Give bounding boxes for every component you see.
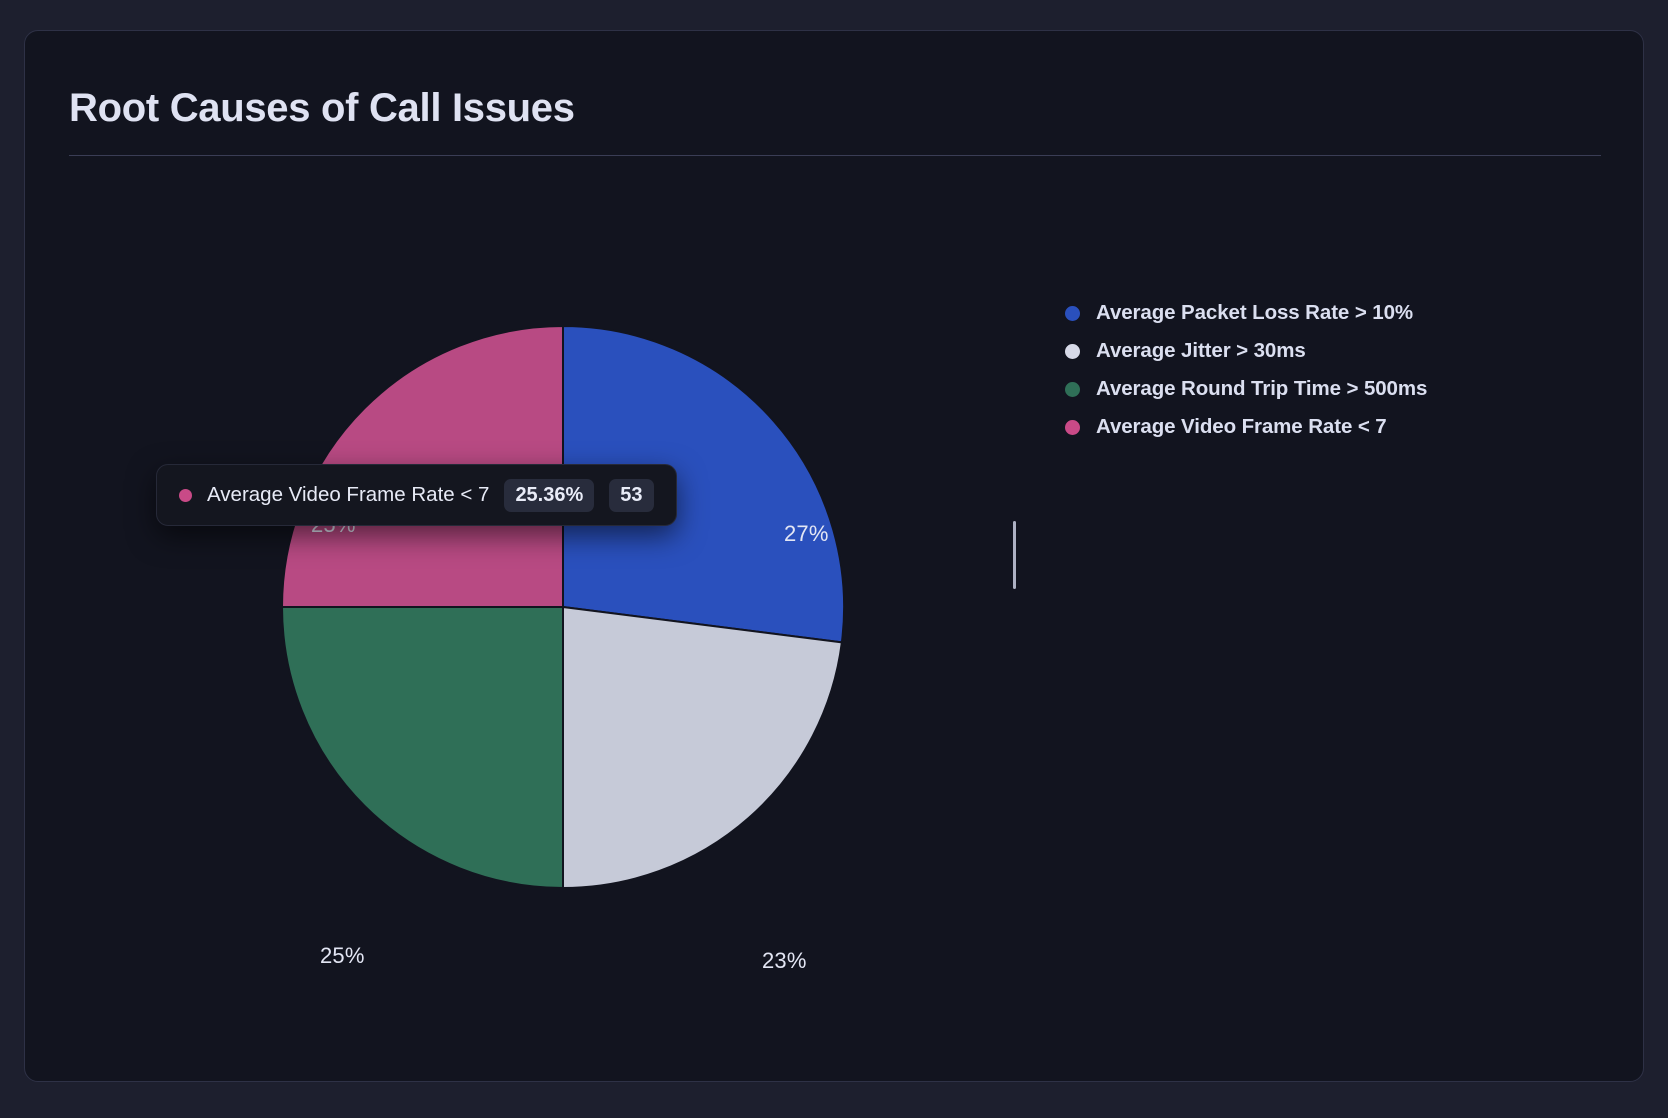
tooltip-label: Average Video Frame Rate < 7 xyxy=(207,483,490,506)
title-divider xyxy=(69,155,1601,156)
legend-item-round-trip[interactable]: Average Round Trip Time > 500ms xyxy=(1065,377,1427,401)
legend-item-jitter[interactable]: Average Jitter > 30ms xyxy=(1065,339,1427,363)
tooltip-count-badge: 53 xyxy=(609,478,654,512)
chart-tooltip: Average Video Frame Rate < 7 25.36% 53 xyxy=(156,464,677,526)
text-cursor-indicator xyxy=(1013,521,1016,589)
legend-label-packet-loss: Average Packet Loss Rate > 10% xyxy=(1096,301,1414,324)
legend-label-video-frame-rate: Average Video Frame Rate < 7 xyxy=(1096,415,1387,438)
legend-dot-icon-video-frame-rate xyxy=(1065,419,1080,435)
legend-label-jitter: Average Jitter > 30ms xyxy=(1096,339,1306,362)
pie-slice-jitter[interactable] xyxy=(562,605,843,888)
page-title: Root Causes of Call Issues xyxy=(69,86,575,130)
pie-chart-svg xyxy=(282,326,844,888)
legend-dot-icon-jitter xyxy=(1065,343,1080,359)
legend-label-round-trip: Average Round Trip Time > 500ms xyxy=(1096,377,1428,400)
chart-card: Root Causes of Call Issues 27% 23% 25% xyxy=(24,30,1644,1082)
legend-dot-icon-round-trip xyxy=(1065,381,1080,397)
tooltip-percent-badge: 25.36% xyxy=(504,478,595,512)
legend-item-video-frame-rate[interactable]: Average Video Frame Rate < 7 xyxy=(1065,415,1427,439)
pie-slice-packet-loss[interactable] xyxy=(562,326,844,644)
chart-legend: Average Packet Loss Rate > 10% Average J… xyxy=(1065,301,1427,439)
pie-value-label-round-trip: 25% xyxy=(320,943,365,968)
legend-item-packet-loss[interactable]: Average Packet Loss Rate > 10% xyxy=(1065,301,1427,325)
legend-dot-icon-packet-loss xyxy=(1065,305,1080,321)
chart-area: 27% 23% 25% 25% Average Video Frame Rate… xyxy=(25,201,1643,1081)
pie-chart[interactable]: 27% 23% 25% 25% xyxy=(282,326,844,973)
tooltip-series-dot-icon xyxy=(179,488,192,502)
pie-value-label-jitter: 23% xyxy=(762,948,807,973)
card-header: Root Causes of Call Issues xyxy=(25,31,1643,156)
pie-value-label-packet-loss: 27% xyxy=(784,521,829,546)
pie-slice-round-trip[interactable] xyxy=(282,606,564,888)
